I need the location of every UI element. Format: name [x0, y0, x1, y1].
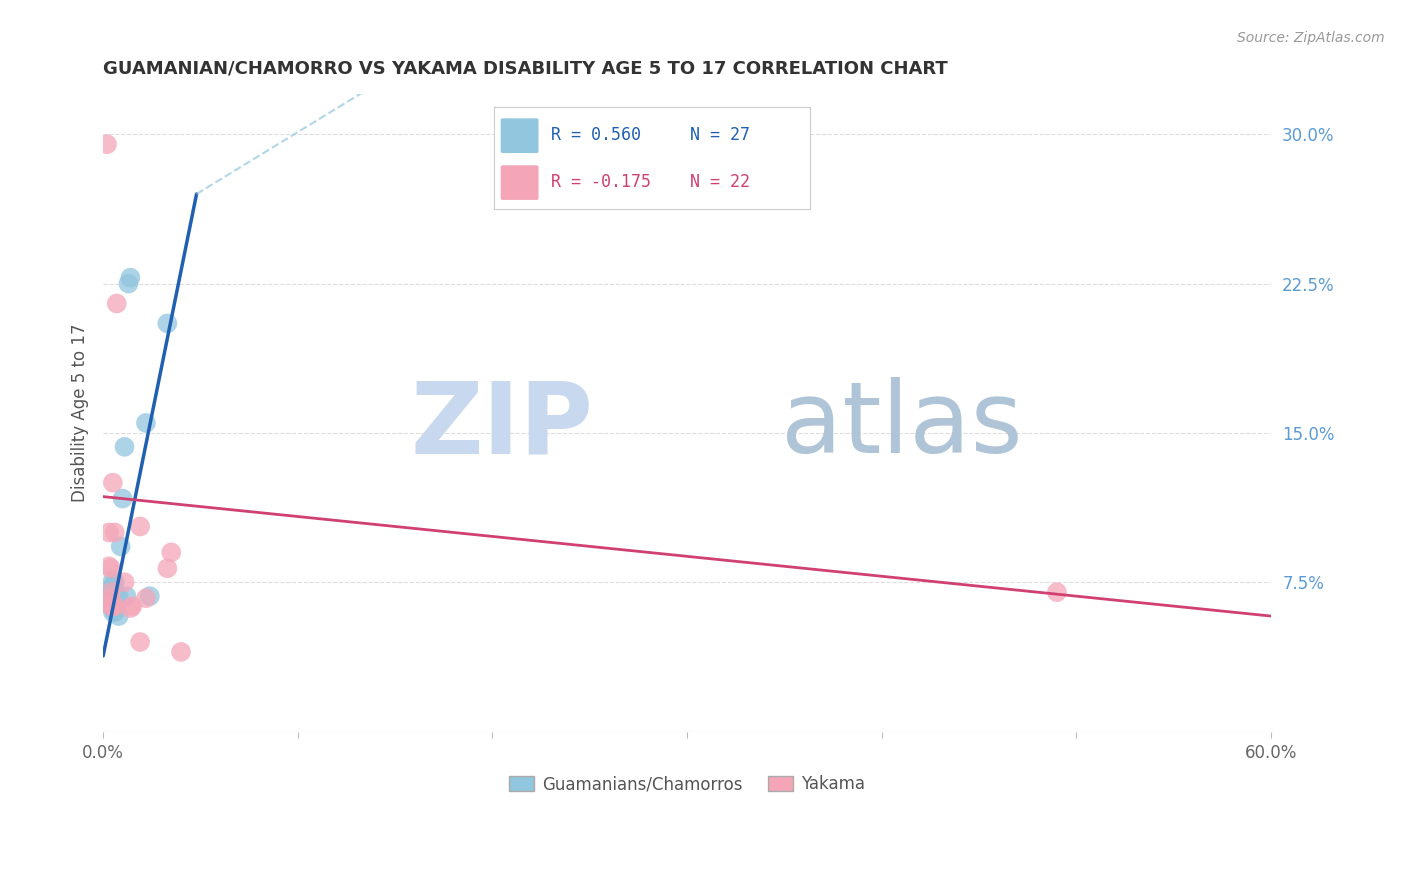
Point [100, 585, 122, 599]
Point [120, 270, 142, 285]
Legend: Guamanians/Chamorros, Yakama: Guamanians/Chamorros, Yakama [502, 768, 872, 799]
Point [129, 519, 152, 533]
Point [105, 599, 128, 614]
Point [104, 575, 127, 590]
Point [104, 595, 127, 609]
Point [117, 277, 139, 291]
Point [100, 591, 122, 606]
Point [170, 645, 193, 659]
Text: Source: ZipAtlas.com: Source: ZipAtlas.com [1237, 31, 1385, 45]
Point [105, 589, 128, 603]
Point [110, 540, 132, 554]
Point [120, 601, 142, 615]
Point [135, 591, 157, 606]
Point [135, 416, 157, 430]
Y-axis label: Disability Age 5 to 17: Disability Age 5 to 17 [72, 324, 89, 502]
Point [114, 575, 136, 590]
Point [104, 599, 127, 614]
Point [96, 137, 118, 152]
Point [104, 605, 127, 619]
Point [156, 561, 179, 575]
Point [101, 579, 124, 593]
Point [111, 491, 134, 506]
Point [101, 605, 124, 619]
Point [100, 589, 122, 603]
Point [107, 589, 129, 603]
Point [100, 581, 122, 595]
Point [156, 317, 179, 331]
Text: ZIP: ZIP [411, 377, 593, 475]
Point [101, 573, 124, 587]
Point [101, 599, 124, 614]
Point [98, 525, 121, 540]
Point [105, 296, 128, 310]
Point [139, 589, 162, 603]
Point [121, 599, 143, 614]
Point [100, 561, 122, 575]
Point [160, 545, 183, 559]
Text: GUAMANIAN/CHAMORRO VS YAKAMA DISABILITY AGE 5 TO 17 CORRELATION CHART: GUAMANIAN/CHAMORRO VS YAKAMA DISABILITY … [103, 60, 948, 78]
Point [104, 525, 127, 540]
Point [107, 609, 129, 624]
Point [101, 585, 124, 599]
Text: atlas: atlas [780, 377, 1022, 475]
Point [115, 589, 138, 603]
Point [100, 599, 122, 614]
Point [104, 583, 127, 598]
Point [1046, 585, 1069, 599]
Point [101, 475, 124, 490]
Point [114, 440, 136, 454]
Point [98, 559, 121, 574]
Point [101, 599, 124, 614]
Point [129, 635, 152, 649]
Point [101, 593, 124, 607]
Point [100, 599, 122, 614]
Point [104, 589, 127, 603]
